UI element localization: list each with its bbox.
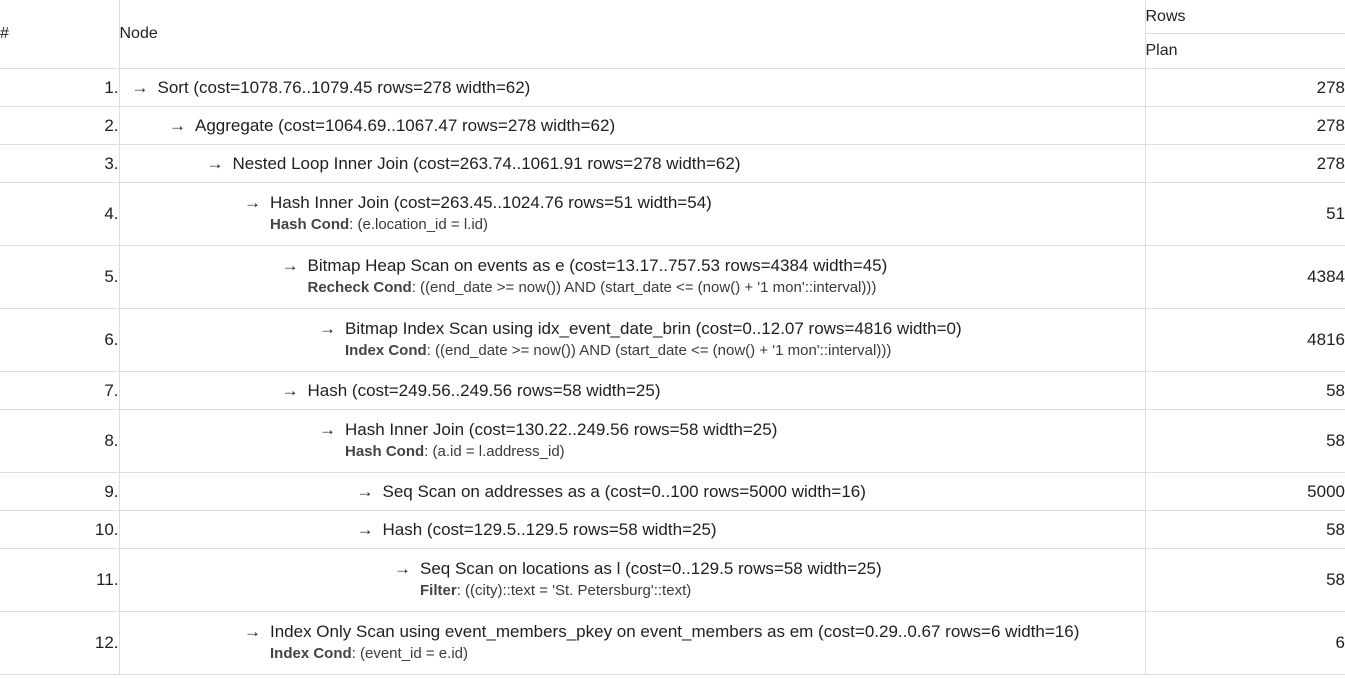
node-cell: → Hash Inner Join (cost=263.45..1024.76 r…	[118, 182, 1146, 246]
node-cell: → Aggregate (cost=1064.69..1067.47 rows=2…	[118, 106, 1146, 145]
table-body: 1. → Sort (cost=1078.76..1079.45 rows=278 …	[0, 68, 1345, 675]
arrow-right-icon: →	[244, 622, 261, 641]
rows-value: 6	[1144, 611, 1345, 675]
column-header-node: Node	[118, 0, 1146, 69]
arrow-right-icon: →	[356, 481, 374, 501]
table-row[interactable]: 6. → Bitmap Index Scan using idx_event_dat…	[0, 308, 1345, 372]
table-row[interactable]: 11. → Seq Scan on locations as l (cost=0..…	[0, 548, 1345, 612]
arrow-right-icon: →	[281, 380, 299, 400]
condition-value: : ((city)::text = 'St. Petersburg'::text…	[456, 582, 692, 599]
column-header-rows: Rows	[1144, 0, 1345, 35]
rows-value: 5000	[1144, 472, 1345, 511]
condition-key: Hash Cond	[270, 216, 350, 233]
condition-key: Filter	[420, 582, 457, 599]
condition-line: Index Cond: (event_id = e.id)	[244, 643, 1145, 665]
row-number: 10.	[0, 510, 120, 549]
row-number: 9.	[0, 472, 120, 511]
row-number: 7.	[0, 371, 120, 410]
node-label[interactable]: Hash Inner Join (cost=130.22..249.56 row…	[345, 420, 778, 439]
rows-value: 58	[1144, 371, 1345, 410]
rows-value: 4384	[1144, 245, 1345, 309]
column-header-number: #	[0, 0, 120, 69]
table-row[interactable]: 2. → Aggregate (cost=1064.69..1067.47 rows…	[0, 106, 1345, 145]
arrow-right-icon: →	[319, 420, 336, 439]
arrow-right-icon: →	[244, 193, 261, 212]
arrow-right-icon: →	[169, 115, 186, 135]
arrow-right-icon: →	[281, 256, 299, 275]
row-number: 2.	[0, 106, 120, 145]
node-label[interactable]: Seq Scan on addresses as a (cost=0..100 …	[382, 481, 866, 501]
rows-value: 278	[1144, 106, 1345, 145]
rows-value: 51	[1144, 182, 1345, 246]
condition-value: : ((end_date >= now()) AND (start_date <…	[411, 279, 877, 296]
rows-value: 58	[1144, 548, 1345, 612]
table-row[interactable]: 9. → Seq Scan on addresses as a (cost=0..1…	[0, 472, 1345, 511]
row-number: 6.	[0, 308, 120, 372]
row-number: 4.	[0, 182, 120, 246]
condition-line: Hash Cond: (e.location_id = l.id)	[244, 214, 1145, 236]
node-cell: → Seq Scan on locations as l (cost=0..129…	[118, 548, 1146, 612]
node-cell: → Hash (cost=249.56..249.56 rows=58 width…	[118, 371, 1146, 410]
condition-key: Hash Cond	[345, 443, 425, 460]
node-cell: → Bitmap Index Scan using idx_event_date_…	[118, 308, 1146, 372]
condition-value: : (a.id = l.address_id)	[424, 443, 565, 460]
condition-value: : (event_id = e.id)	[351, 645, 468, 662]
condition-line: Hash Cond: (a.id = l.address_id)	[319, 441, 1145, 463]
row-number: 12.	[0, 611, 120, 675]
table-row[interactable]: 12. → Index Only Scan using event_members_…	[0, 611, 1345, 675]
rows-value: 278	[1144, 144, 1345, 183]
node-label[interactable]: Nested Loop Inner Join (cost=263.74..106…	[232, 153, 741, 173]
rows-value: 4816	[1144, 308, 1345, 372]
condition-key: Index Cond	[345, 342, 427, 359]
table-row[interactable]: 8. → Hash Inner Join (cost=130.22..249.56 …	[0, 409, 1345, 473]
node-cell: → Index Only Scan using event_members_pke…	[118, 611, 1146, 675]
node-cell: → Bitmap Heap Scan on events as e (cost=1…	[118, 245, 1146, 309]
node-cell: → Hash Inner Join (cost=130.22..249.56 ro…	[118, 409, 1146, 473]
row-number: 11.	[0, 548, 120, 612]
table-row[interactable]: 4. → Hash Inner Join (cost=263.45..1024.76…	[0, 182, 1345, 246]
node-label[interactable]: Seq Scan on locations as l (cost=0..129.…	[420, 559, 882, 578]
table-row[interactable]: 7. → Hash (cost=249.56..249.56 rows=58 wid…	[0, 371, 1345, 410]
condition-value: : (e.location_id = l.id)	[349, 216, 488, 233]
table-row[interactable]: 3. → Nested Loop Inner Join (cost=263.74..…	[0, 144, 1345, 183]
row-number: 8.	[0, 409, 120, 473]
node-label[interactable]: Aggregate (cost=1064.69..1067.47 rows=27…	[195, 115, 616, 135]
arrow-right-icon: →	[394, 559, 411, 578]
row-number: 1.	[0, 68, 120, 107]
rows-value: 58	[1144, 409, 1345, 473]
node-label[interactable]: Index Only Scan using event_members_pkey…	[270, 622, 1080, 641]
condition-key: Index Cond	[270, 645, 352, 662]
node-cell: → Seq Scan on addresses as a (cost=0..100…	[118, 472, 1146, 511]
rows-value: 58	[1144, 510, 1345, 549]
table-row[interactable]: 1. → Sort (cost=1078.76..1079.45 rows=278 …	[0, 68, 1345, 107]
row-number: 5.	[0, 245, 120, 309]
column-subheader-plan: Plan	[1145, 33, 1345, 69]
table-row[interactable]: 10. → Hash (cost=129.5..129.5 rows=58 widt…	[0, 510, 1345, 549]
node-cell: → Hash (cost=129.5..129.5 rows=58 width=2…	[118, 510, 1146, 549]
table-row[interactable]: 5. → Bitmap Heap Scan on events as e (cost…	[0, 245, 1345, 309]
node-label[interactable]: Bitmap Index Scan using idx_event_date_b…	[345, 319, 962, 338]
arrow-right-icon: →	[131, 77, 149, 97]
condition-value: : ((end_date >= now()) AND (start_date <…	[426, 342, 892, 359]
node-label[interactable]: Bitmap Heap Scan on events as e (cost=13…	[307, 256, 888, 275]
condition-line: Index Cond: ((end_date >= now()) AND (st…	[319, 340, 1145, 362]
row-number: 3.	[0, 144, 120, 183]
node-label[interactable]: Hash (cost=129.5..129.5 rows=58 width=25…	[382, 519, 717, 539]
condition-line: Filter: ((city)::text = 'St. Petersburg'…	[394, 580, 1145, 602]
arrow-right-icon: →	[319, 319, 336, 338]
condition-key: Recheck Cond	[307, 279, 412, 296]
node-label[interactable]: Hash (cost=249.56..249.56 rows=58 width=…	[307, 380, 661, 400]
node-cell: → Sort (cost=1078.76..1079.45 rows=278 wi…	[118, 68, 1146, 107]
condition-line: Recheck Cond: ((end_date >= now()) AND (…	[282, 277, 1145, 299]
node-cell: → Nested Loop Inner Join (cost=263.74..10…	[118, 144, 1146, 183]
node-label[interactable]: Hash Inner Join (cost=263.45..1024.76 ro…	[270, 193, 712, 212]
table-header: # Node Rows Plan	[0, 0, 1345, 69]
rows-value: 278	[1144, 68, 1345, 107]
arrow-right-icon: →	[206, 153, 224, 173]
node-label[interactable]: Sort (cost=1078.76..1079.45 rows=278 wid…	[157, 77, 531, 97]
arrow-right-icon: →	[356, 519, 374, 539]
